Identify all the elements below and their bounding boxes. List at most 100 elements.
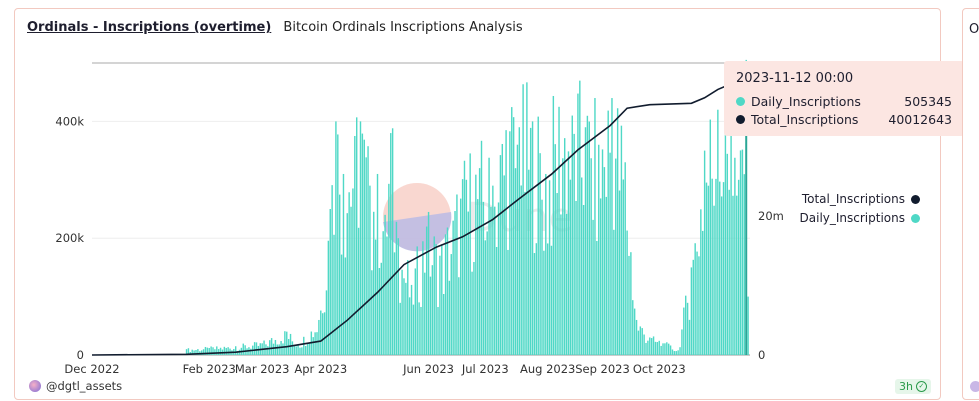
bar-daily-inscriptions (556, 193, 558, 355)
bar-daily-inscriptions (560, 214, 562, 355)
bar-daily-inscriptions (374, 239, 377, 355)
bar-daily-inscriptions (450, 254, 452, 355)
bar-daily-inscriptions (477, 199, 479, 355)
legend-item-daily[interactable]: Daily_Inscriptions (800, 209, 920, 228)
bar-daily-inscriptions (441, 244, 443, 355)
bar-daily-inscriptions (242, 343, 244, 355)
bar-daily-inscriptions (522, 84, 524, 355)
bar-daily-inscriptions (656, 342, 659, 355)
bar-daily-inscriptions (688, 319, 691, 355)
bar-daily-inscriptions (327, 240, 330, 355)
bar-daily-inscriptions (503, 175, 505, 355)
avatar (29, 380, 41, 392)
bar-daily-inscriptions (463, 160, 466, 355)
bar-daily-inscriptions (611, 98, 613, 355)
x-tick-label: Aug 2023 (520, 362, 575, 376)
bar-daily-inscriptions (533, 253, 536, 355)
bar-daily-inscriptions (369, 185, 371, 355)
bar-daily-inscriptions (669, 345, 672, 355)
next-chart-title[interactable]: O (969, 22, 979, 37)
bar-daily-inscriptions (692, 259, 694, 355)
bar-daily-inscriptions (299, 347, 301, 355)
bar-daily-inscriptions (365, 157, 367, 355)
bar-daily-inscriptions (537, 116, 539, 355)
bar-daily-inscriptions (217, 349, 220, 355)
bar-daily-inscriptions (554, 144, 556, 355)
bar-daily-inscriptions (488, 157, 490, 355)
bar-daily-inscriptions (641, 328, 643, 355)
bar-daily-inscriptions (471, 271, 473, 355)
bar-daily-inscriptions (452, 220, 454, 355)
chart-title[interactable]: Ordinals - Inscriptions (overtime) (27, 20, 272, 35)
bar-daily-inscriptions (683, 307, 685, 355)
bar-daily-inscriptions (662, 343, 664, 355)
bar-daily-inscriptions (393, 252, 396, 355)
bar-daily-inscriptions (737, 179, 740, 355)
bar-daily-inscriptions (524, 191, 526, 355)
bar-daily-inscriptions (535, 243, 538, 355)
author-link[interactable]: @dgtl_assets (29, 379, 122, 393)
x-tick-label: Mar 2023 (235, 362, 290, 376)
y-left-tick-label: 0 (77, 348, 84, 362)
tooltip-value-total: 40012643 (888, 111, 952, 127)
y-left-tick-label: 200k (55, 231, 84, 245)
bar-daily-inscriptions (418, 302, 420, 355)
bar-daily-inscriptions (414, 268, 417, 355)
x-tick-label: Jul 2023 (461, 362, 509, 376)
x-tick-label: Feb 2023 (183, 362, 236, 376)
bar-daily-inscriptions (698, 256, 700, 355)
bar-daily-inscriptions (195, 350, 197, 355)
bar-daily-inscriptions (371, 270, 373, 355)
bar-daily-inscriptions (709, 119, 712, 355)
bar-daily-inscriptions (679, 347, 681, 355)
bar-daily-inscriptions (269, 340, 271, 355)
bar-daily-inscriptions (681, 329, 683, 355)
bar-daily-inscriptions (312, 337, 314, 355)
bar-daily-inscriptions (191, 349, 193, 355)
bar-daily-inscriptions (649, 337, 651, 355)
bar-daily-inscriptions (722, 182, 725, 355)
bar-daily-inscriptions (543, 250, 545, 355)
bar-daily-inscriptions (342, 173, 345, 355)
bar-daily-inscriptions (390, 133, 392, 355)
bar-daily-inscriptions (599, 198, 602, 355)
bar-daily-inscriptions (208, 347, 210, 355)
bar-daily-inscriptions (569, 179, 572, 355)
bar-daily-inscriptions (633, 308, 636, 355)
bar-daily-inscriptions (467, 211, 469, 355)
bar-daily-inscriptions (206, 347, 209, 355)
tooltip-name-total: Total_Inscriptions (751, 111, 859, 127)
bar-daily-inscriptions (743, 174, 746, 355)
bar-daily-inscriptions (308, 342, 311, 355)
x-tick-label: Oct 2023 (633, 362, 686, 376)
bar-daily-inscriptions (545, 173, 547, 355)
bar-daily-inscriptions (671, 349, 674, 355)
bar-daily-inscriptions (575, 200, 577, 355)
bar-daily-inscriptions (405, 282, 407, 355)
bar-daily-inscriptions (321, 313, 324, 355)
x-tick-label: Sep 2023 (575, 362, 630, 376)
bar-daily-inscriptions (571, 115, 573, 355)
bar-daily-inscriptions (588, 121, 590, 355)
bar-daily-inscriptions (278, 344, 280, 355)
bar-daily-inscriptions (507, 249, 509, 355)
bar-daily-inscriptions (329, 209, 331, 355)
bar-daily-inscriptions (403, 278, 405, 355)
bar-daily-inscriptions (601, 149, 604, 355)
bar-daily-inscriptions (244, 345, 246, 355)
x-tick-label: Jun 2023 (402, 362, 454, 376)
bar-daily-inscriptions (250, 348, 252, 355)
bar-daily-inscriptions (660, 345, 662, 355)
bar-daily-inscriptions (469, 153, 471, 355)
bar-daily-inscriptions (548, 180, 551, 355)
bar-daily-inscriptions (531, 121, 534, 356)
bar-daily-inscriptions (236, 350, 239, 355)
bar-daily-inscriptions (356, 117, 358, 355)
bar-daily-inscriptions (484, 240, 486, 355)
bar-daily-inscriptions (512, 117, 515, 356)
bar-daily-inscriptions (628, 255, 630, 355)
bar-daily-inscriptions (632, 300, 634, 355)
legend-item-total[interactable]: Total_Inscriptions (800, 190, 920, 209)
bar-daily-inscriptions (726, 153, 729, 355)
